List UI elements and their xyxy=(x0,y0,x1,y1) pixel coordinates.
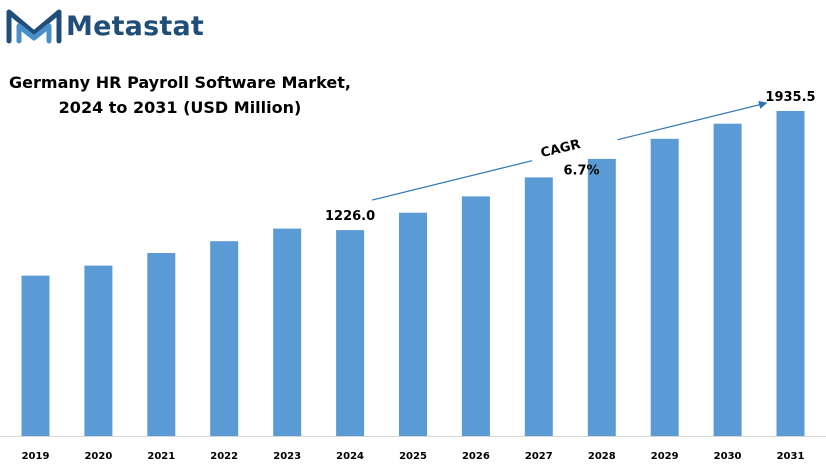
bar-2031 xyxy=(776,111,805,436)
x-tick-label-2024: 2024 xyxy=(336,451,364,462)
bar-2020 xyxy=(84,265,113,436)
cagr-label: CAGR xyxy=(539,137,582,161)
bar-2028 xyxy=(587,158,616,436)
bar-2025 xyxy=(399,212,427,436)
x-tick-label-2022: 2022 xyxy=(210,451,238,462)
x-tick-label-2028: 2028 xyxy=(588,451,616,462)
chart-title-line-1: Germany HR Payroll Software Market, xyxy=(9,73,351,92)
x-tick-label-2019: 2019 xyxy=(22,451,50,462)
bar-2022 xyxy=(210,241,239,436)
x-tick-label-2027: 2027 xyxy=(525,451,553,462)
cagr-value: 6.7% xyxy=(563,164,599,179)
data-label-2024: 1226.0 xyxy=(325,209,375,224)
bar-2019 xyxy=(21,275,50,436)
chart-title: Germany HR Payroll Software Market, 2024… xyxy=(0,70,360,120)
x-tick-label-2025: 2025 xyxy=(399,451,427,462)
x-tick-label-2029: 2029 xyxy=(651,451,679,462)
metastat-m-logo-icon xyxy=(6,9,62,44)
bar-2026 xyxy=(461,196,490,436)
bar-2024 xyxy=(336,230,365,436)
bar-2023 xyxy=(273,228,302,436)
x-tick-label-2030: 2030 xyxy=(714,451,742,462)
x-tick-label-2023: 2023 xyxy=(273,451,301,462)
x-tick-label-2021: 2021 xyxy=(147,451,175,462)
data-label-2031: 1935.5 xyxy=(765,90,815,105)
chart-title-line-2: 2024 to 2031 (USD Million) xyxy=(58,98,302,117)
x-tick-label-2031: 2031 xyxy=(777,451,805,462)
bar-2021 xyxy=(147,253,176,436)
bar-2027 xyxy=(524,177,553,436)
bar-2030 xyxy=(713,123,742,436)
bar-2029 xyxy=(650,138,679,437)
x-tick-label-2026: 2026 xyxy=(462,451,490,462)
metastat-logo: Metastat xyxy=(6,6,204,46)
x-tick-label-2020: 2020 xyxy=(84,451,112,462)
brand-name: Metastat xyxy=(66,10,205,42)
cagr-arrow xyxy=(617,100,768,141)
cagr-arrow-line-start xyxy=(371,160,533,201)
